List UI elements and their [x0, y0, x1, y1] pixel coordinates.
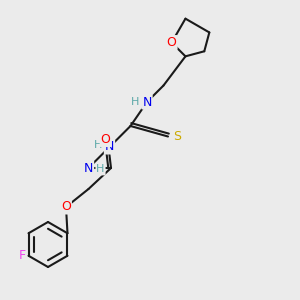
Text: O: O — [101, 133, 110, 146]
Text: O: O — [61, 200, 71, 214]
Text: H: H — [94, 140, 102, 150]
Text: N: N — [105, 140, 114, 154]
Text: N: N — [142, 95, 152, 109]
Text: F: F — [18, 249, 26, 262]
Text: H: H — [131, 97, 139, 107]
Text: N: N — [84, 161, 93, 175]
Text: H: H — [96, 164, 105, 175]
Text: O: O — [167, 36, 177, 49]
Text: S: S — [173, 130, 181, 143]
